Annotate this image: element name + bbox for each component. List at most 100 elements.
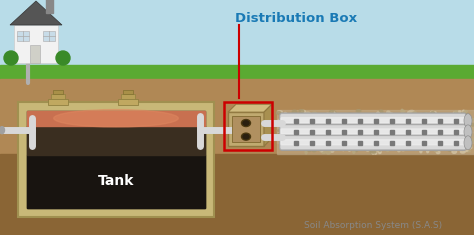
Ellipse shape <box>452 128 455 131</box>
Ellipse shape <box>308 132 312 135</box>
Ellipse shape <box>375 149 379 151</box>
Ellipse shape <box>425 116 429 118</box>
Bar <box>438 130 442 134</box>
Ellipse shape <box>408 120 411 123</box>
Ellipse shape <box>357 146 362 148</box>
Ellipse shape <box>457 115 461 118</box>
Ellipse shape <box>434 126 437 128</box>
Ellipse shape <box>388 113 392 115</box>
Ellipse shape <box>454 111 458 114</box>
Ellipse shape <box>54 110 178 127</box>
Ellipse shape <box>464 119 468 122</box>
Ellipse shape <box>466 137 469 140</box>
Ellipse shape <box>386 125 388 126</box>
Ellipse shape <box>382 125 384 128</box>
Ellipse shape <box>392 124 396 125</box>
Ellipse shape <box>301 118 305 121</box>
Ellipse shape <box>380 127 383 129</box>
Ellipse shape <box>441 144 444 146</box>
Ellipse shape <box>341 116 346 118</box>
Ellipse shape <box>310 120 314 122</box>
Ellipse shape <box>357 131 359 134</box>
Ellipse shape <box>331 126 335 129</box>
Bar <box>294 130 298 134</box>
Ellipse shape <box>359 140 363 143</box>
Ellipse shape <box>288 145 291 146</box>
Ellipse shape <box>388 133 392 135</box>
Ellipse shape <box>424 140 428 143</box>
Ellipse shape <box>342 148 345 151</box>
Ellipse shape <box>320 122 325 124</box>
Ellipse shape <box>308 125 312 127</box>
Ellipse shape <box>445 129 447 132</box>
Ellipse shape <box>347 139 351 141</box>
Ellipse shape <box>408 141 412 144</box>
Ellipse shape <box>288 147 292 150</box>
FancyBboxPatch shape <box>281 129 465 134</box>
Bar <box>277 121 474 143</box>
Ellipse shape <box>450 140 453 142</box>
Ellipse shape <box>444 137 448 140</box>
Ellipse shape <box>465 136 467 138</box>
Ellipse shape <box>442 134 444 136</box>
Ellipse shape <box>458 111 461 113</box>
Polygon shape <box>228 104 272 112</box>
Ellipse shape <box>407 113 411 115</box>
Ellipse shape <box>421 148 424 150</box>
Ellipse shape <box>433 114 437 117</box>
Ellipse shape <box>316 131 319 133</box>
Ellipse shape <box>381 142 384 144</box>
Ellipse shape <box>378 147 381 150</box>
Ellipse shape <box>355 114 359 116</box>
Ellipse shape <box>392 114 395 117</box>
Ellipse shape <box>362 141 366 144</box>
Ellipse shape <box>353 124 356 126</box>
Ellipse shape <box>402 122 404 125</box>
Ellipse shape <box>320 124 325 125</box>
Ellipse shape <box>381 132 385 135</box>
Ellipse shape <box>468 139 471 141</box>
Bar <box>30 45 40 63</box>
Ellipse shape <box>374 127 377 129</box>
Ellipse shape <box>429 147 432 149</box>
Ellipse shape <box>350 145 353 148</box>
Ellipse shape <box>369 130 371 132</box>
Ellipse shape <box>417 118 420 119</box>
Ellipse shape <box>383 148 387 149</box>
Ellipse shape <box>300 122 303 124</box>
Ellipse shape <box>418 140 423 143</box>
Ellipse shape <box>446 128 449 131</box>
Ellipse shape <box>411 136 416 138</box>
Ellipse shape <box>470 123 474 125</box>
Ellipse shape <box>459 137 463 138</box>
Ellipse shape <box>310 123 312 125</box>
Ellipse shape <box>383 134 386 137</box>
Ellipse shape <box>420 141 424 143</box>
Ellipse shape <box>362 137 364 140</box>
Ellipse shape <box>351 114 354 116</box>
Ellipse shape <box>383 123 386 126</box>
Ellipse shape <box>464 125 472 139</box>
Ellipse shape <box>460 117 464 120</box>
Ellipse shape <box>307 129 310 131</box>
FancyBboxPatch shape <box>280 113 466 128</box>
Ellipse shape <box>299 144 302 146</box>
Ellipse shape <box>425 142 427 144</box>
Ellipse shape <box>332 111 336 114</box>
Bar <box>46 0 53 13</box>
Ellipse shape <box>301 122 305 125</box>
Ellipse shape <box>317 135 319 138</box>
Ellipse shape <box>373 141 377 143</box>
Ellipse shape <box>307 129 309 132</box>
Ellipse shape <box>363 133 367 136</box>
Ellipse shape <box>471 134 474 136</box>
Ellipse shape <box>406 137 410 139</box>
Ellipse shape <box>371 119 374 121</box>
Bar <box>406 119 410 123</box>
Ellipse shape <box>356 123 360 126</box>
Ellipse shape <box>320 141 323 142</box>
Ellipse shape <box>452 124 455 126</box>
Ellipse shape <box>325 117 328 120</box>
Ellipse shape <box>362 122 365 124</box>
Ellipse shape <box>463 140 465 142</box>
